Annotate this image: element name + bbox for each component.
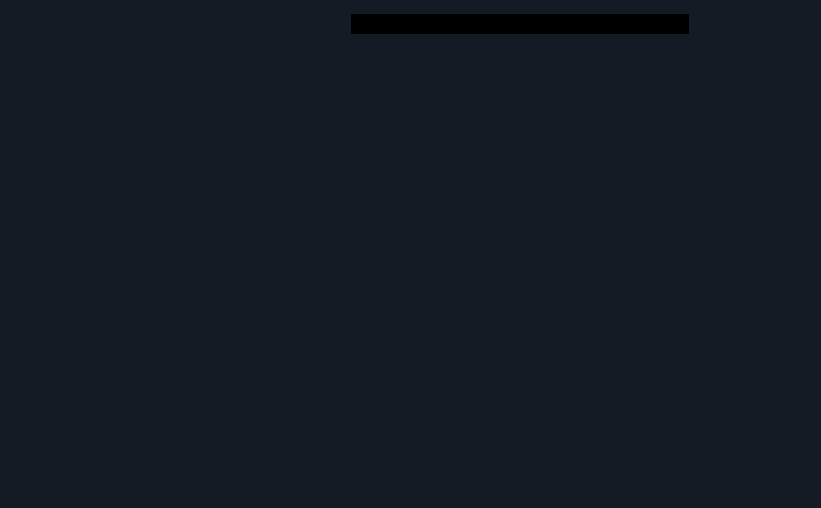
x-axis <box>48 430 805 448</box>
chart-svg <box>48 107 805 420</box>
tooltip <box>351 14 689 34</box>
tooltip-date <box>361 20 679 26</box>
chart-plot-area[interactable] <box>48 107 805 420</box>
